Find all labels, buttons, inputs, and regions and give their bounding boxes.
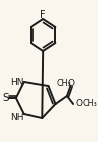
Text: O: O [76, 100, 83, 108]
Text: O: O [68, 79, 75, 87]
Text: HN: HN [10, 78, 24, 86]
Text: F: F [40, 10, 46, 20]
Text: CH₃: CH₃ [56, 79, 71, 87]
Text: S: S [2, 93, 9, 103]
Text: NH: NH [10, 113, 24, 123]
Text: CH₃: CH₃ [83, 100, 98, 108]
